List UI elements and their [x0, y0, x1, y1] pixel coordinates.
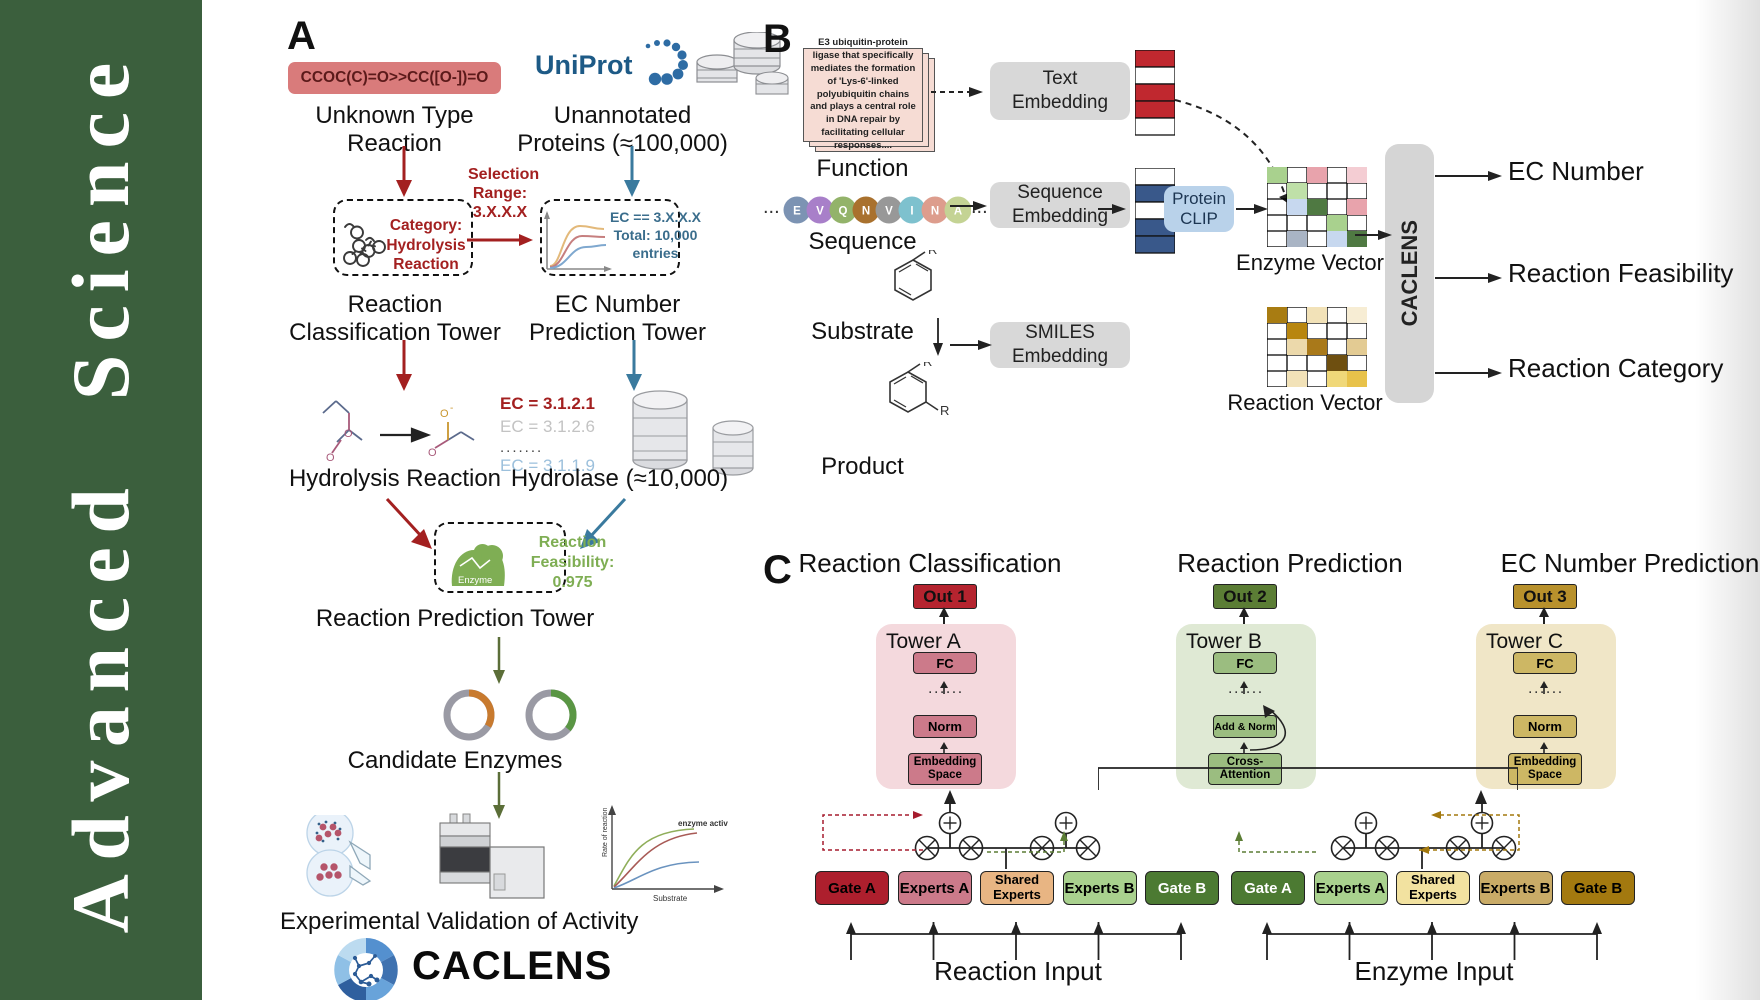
svg-text:O: O: [440, 408, 449, 420]
svg-text:UniProt: UniProt: [535, 50, 633, 80]
svg-text:R: R: [923, 362, 932, 369]
svg-text:O: O: [326, 452, 335, 464]
svg-text:Rate of reaction: Rate of reaction: [602, 807, 609, 857]
svg-text:I: I: [910, 206, 913, 218]
svg-text:V: V: [885, 206, 893, 218]
svg-text:Enzyme: Enzyme: [458, 575, 492, 586]
svg-text:-: -: [450, 403, 453, 414]
svg-text:O: O: [428, 447, 437, 459]
svg-text:N: N: [931, 206, 939, 218]
svg-text:R: R: [940, 403, 949, 418]
svg-text:Q: Q: [839, 206, 848, 218]
svg-text:O: O: [344, 428, 353, 440]
svg-text:V: V: [816, 206, 824, 218]
svg-text:enzyme activity: enzyme activity: [678, 819, 728, 828]
svg-text:Substrate: Substrate: [653, 894, 688, 903]
svg-text:R: R: [928, 250, 937, 257]
svg-text:E: E: [793, 206, 801, 218]
svg-text:N: N: [862, 206, 870, 218]
